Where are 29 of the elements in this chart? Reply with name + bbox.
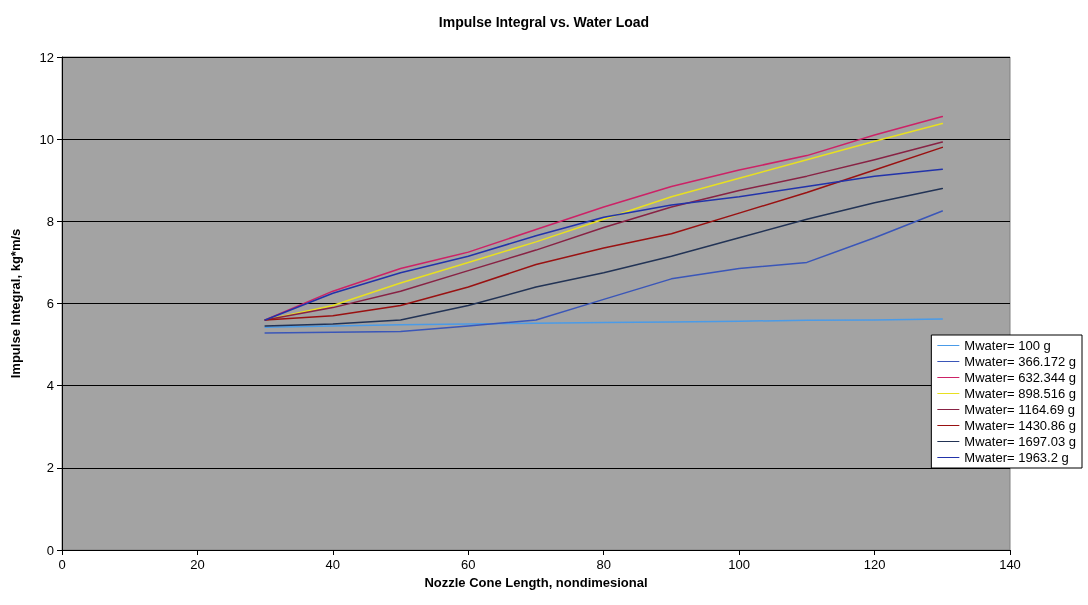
x-tick-label: 0 xyxy=(58,557,66,572)
y-tick-label: 0 xyxy=(46,542,54,558)
x-tick-label: 120 xyxy=(863,557,886,572)
line-series xyxy=(264,187,944,327)
legend-label: Mwater= 1164.69 g xyxy=(964,402,1076,417)
x-tick-label: 100 xyxy=(728,557,750,572)
y-axis-title: Impulse Integral, kg*m/s xyxy=(8,228,23,379)
legend-label: Mwater= 100 g xyxy=(964,338,1051,353)
legend-label: Mwater= 898.516 g xyxy=(964,386,1076,401)
legend-label: Mwater= 1697.03 g xyxy=(964,434,1076,449)
x-tick-label: 80 xyxy=(596,557,611,572)
x-tick-label: 140 xyxy=(999,557,1021,572)
x-tick-label: 40 xyxy=(325,557,341,572)
y-tick-label: 12 xyxy=(39,49,54,65)
line-series xyxy=(264,318,944,329)
y-tick-label: 4 xyxy=(46,378,54,394)
x-tick-label: 60 xyxy=(461,557,476,572)
legend-label: Mwater= 366.172 g xyxy=(964,354,1076,369)
x-axis-title: Nozzle Cone Length, nondimesional xyxy=(424,574,648,590)
x-tick-label: 20 xyxy=(190,557,205,572)
legend-label: Mwater= 1963.2 g xyxy=(964,450,1069,465)
legend-label: Mwater= 1430.86 g xyxy=(964,418,1076,433)
y-tick-label: 6 xyxy=(46,296,54,311)
y-tick-label: 8 xyxy=(46,213,54,229)
chart-title: Impulse Integral vs. Water Load xyxy=(438,14,650,30)
legend-label: Mwater= 632.344 g xyxy=(964,370,1076,385)
line-series xyxy=(264,210,944,334)
y-tick-label: 2 xyxy=(46,460,54,476)
y-tick-label: 10 xyxy=(39,131,54,147)
